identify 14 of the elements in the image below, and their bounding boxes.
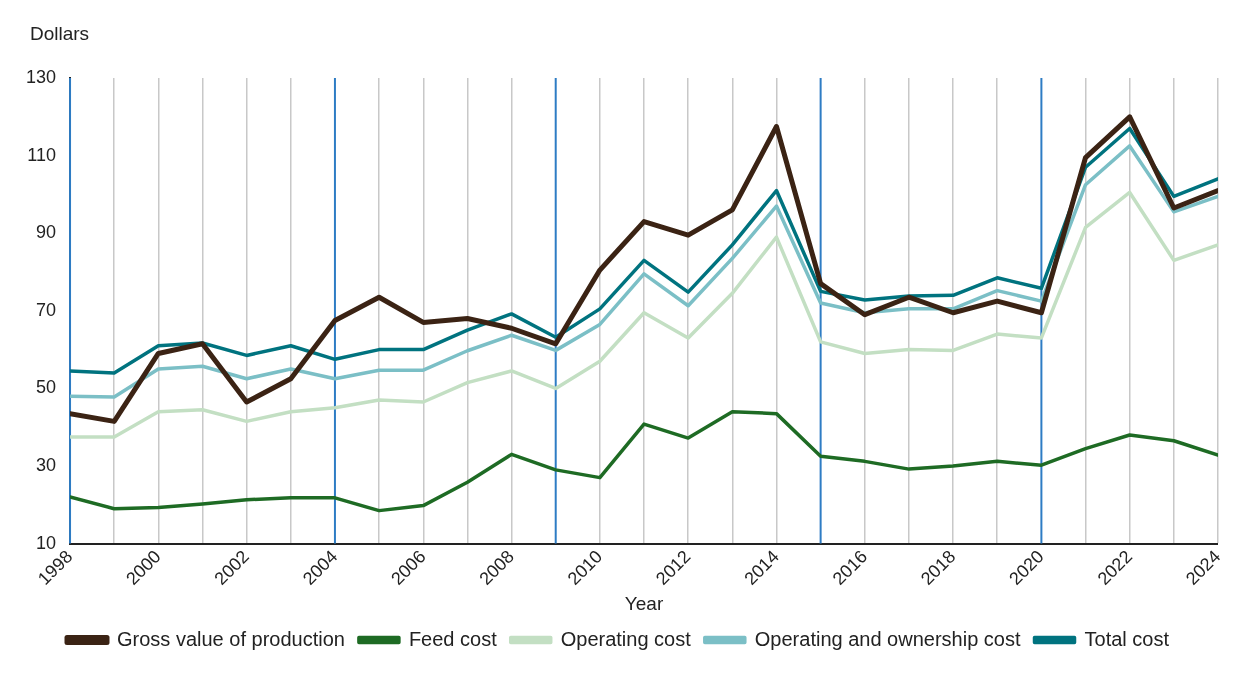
y-tick-label: 110 bbox=[27, 144, 57, 165]
legend-label: Feed cost bbox=[408, 627, 498, 650]
y-tick-label: 90 bbox=[36, 222, 57, 243]
y-tick-label: 130 bbox=[25, 66, 57, 87]
y-tick-label: 70 bbox=[36, 299, 57, 320]
legend-label: Gross value of production bbox=[117, 627, 345, 650]
y-axis-title: Dollars bbox=[30, 23, 90, 44]
legend-label: Total cost bbox=[1084, 627, 1170, 650]
legend-label: Operating cost bbox=[560, 627, 692, 650]
y-tick-label: 50 bbox=[36, 377, 57, 398]
legend-label: Operating and ownership cost bbox=[754, 627, 1021, 650]
y-tick-label: 10 bbox=[36, 532, 57, 553]
x-axis-title: Year bbox=[624, 592, 664, 614]
y-tick-label: 30 bbox=[36, 454, 57, 475]
